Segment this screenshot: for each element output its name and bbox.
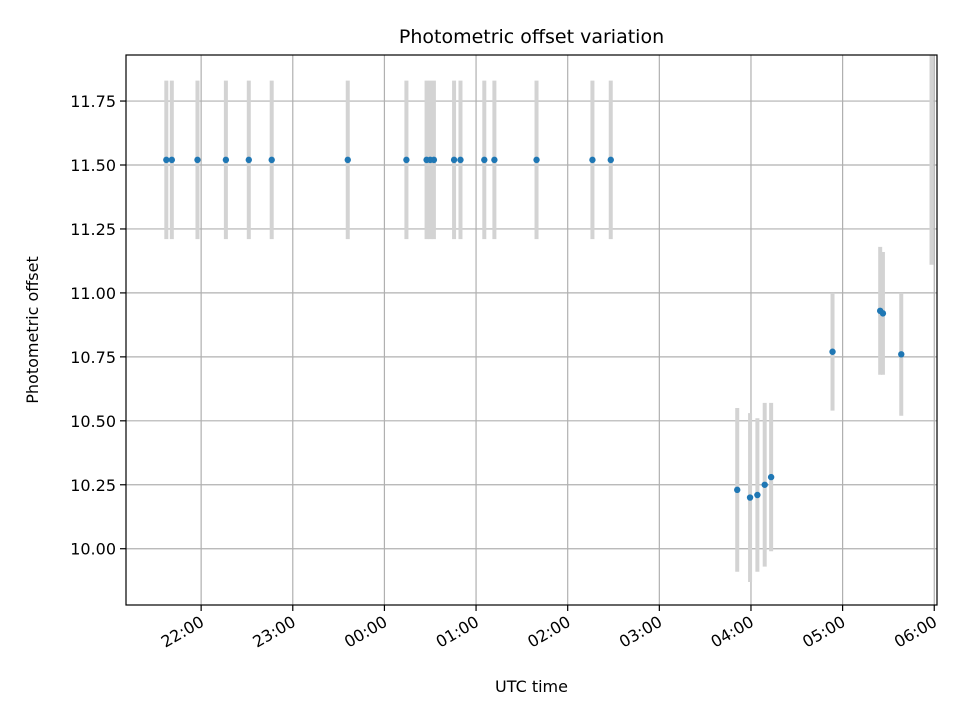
data-point [761, 481, 768, 488]
data-point [245, 156, 252, 164]
data-point [457, 156, 464, 164]
x-tick-label: 06:00 [891, 612, 940, 652]
data-point [481, 156, 488, 164]
data-point [754, 491, 761, 499]
x-tick-label: 04:00 [708, 612, 757, 652]
y-tick-label: 11.25 [70, 220, 116, 239]
y-tick-label: 10.25 [70, 476, 116, 495]
x-axis-ticks: 22:00 23:00 00:00 01:00 02:00 03:00 04:00 05:00… [158, 605, 940, 652]
data-point [746, 494, 754, 501]
data-point [163, 156, 170, 164]
x-tick-label: 01:00 [433, 612, 482, 652]
x-tick-label: 23:00 [249, 612, 298, 652]
grid-lines [126, 55, 937, 605]
y-tick-label: 10.50 [70, 412, 116, 431]
data-point [430, 156, 438, 164]
x-tick-label: 03:00 [616, 612, 665, 652]
y-tick-label: 11.75 [70, 92, 116, 111]
data-point [403, 156, 410, 164]
data-point [344, 156, 351, 164]
data-point [879, 310, 887, 317]
data-point [767, 473, 775, 481]
data-point [222, 156, 230, 164]
data-point [898, 351, 905, 358]
data-point [194, 156, 201, 164]
y-tick-label: 11.00 [70, 284, 116, 303]
y-axis-ticks: 10.00 10.25 10.50 10.75 11.00 11.25 11.50 11.75 [70, 92, 126, 559]
y-axis-label: Photometric offset [23, 256, 42, 404]
marker-layer [163, 156, 905, 501]
data-point [829, 348, 836, 355]
data-point [734, 486, 741, 494]
data-point [268, 156, 275, 164]
x-axis-label: UTC time [495, 677, 568, 696]
chart-title: Photometric offset variation [399, 26, 664, 48]
x-tick-label: 00:00 [341, 612, 390, 652]
data-point [589, 156, 596, 164]
data-point [450, 156, 458, 164]
y-tick-label: 10.75 [70, 348, 116, 367]
x-tick-label: 22:00 [158, 612, 207, 652]
y-tick-label: 10.00 [70, 540, 116, 559]
data-point [168, 156, 176, 164]
x-tick-label: 05:00 [799, 612, 848, 652]
y-tick-label: 11.50 [70, 156, 116, 175]
errorbar-layer [164, 55, 934, 582]
data-point [491, 156, 498, 164]
axes-frame [125, 54, 938, 606]
x-tick-label: 02:00 [524, 612, 573, 652]
data-point [607, 156, 614, 164]
data-point [533, 156, 540, 164]
